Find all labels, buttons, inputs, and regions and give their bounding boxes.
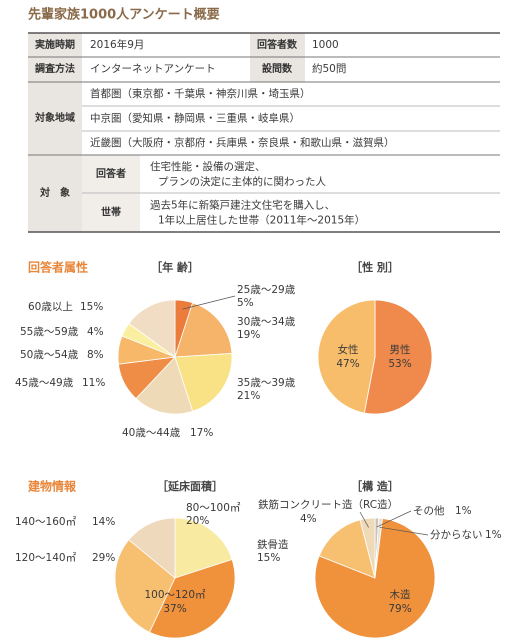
cell-value: 住宅性能・設備の選定、 — [150, 160, 266, 173]
slice-value: 53% — [388, 358, 411, 370]
section-title: 回答者属性 — [28, 260, 88, 275]
slice-value: 15% — [80, 301, 103, 313]
cell-sublabel: 回答者 — [96, 167, 126, 180]
cell-value: 近畿圏（大阪府・京都府・兵庫県・奈良県・和歌山県・滋賀県） — [90, 136, 395, 149]
slice-value: 4% — [300, 513, 317, 525]
slice-value: 29% — [92, 552, 115, 564]
slice-value: 11% — [82, 377, 105, 389]
slice-label: その他 — [413, 504, 445, 517]
slice-label: 30歳～34歳 — [237, 316, 296, 328]
pie-slice — [135, 356, 194, 415]
cell-label: 調査方法 — [35, 62, 75, 75]
slice-label: 100～120㎡ — [144, 589, 206, 601]
cell-value: 中京圏（愛知県・静岡県・三重県・岐阜県） — [90, 112, 300, 125]
slice-value: 1% — [455, 505, 472, 517]
slice-value: 20% — [186, 515, 209, 527]
slice-label: 50歳～54歳 — [20, 349, 79, 361]
pie-slice — [128, 517, 176, 579]
cell-label: 回答者数 — [257, 38, 298, 51]
slice-value: 4% — [87, 326, 104, 338]
table-frame — [28, 32, 500, 233]
slice-label: 鉄筋コンクリート造（RC造） — [258, 498, 398, 511]
pie-slice — [128, 299, 176, 358]
slice-value: 15% — [257, 552, 280, 564]
slice-label: 55歳～59歳 — [20, 326, 79, 338]
cell-value: 約50問 — [312, 62, 346, 75]
cell-label: 実施時期 — [35, 38, 75, 51]
leader-line — [376, 510, 412, 528]
slice-label: 男性 — [390, 343, 411, 356]
slice-label: 140～160㎡ — [15, 516, 77, 528]
cell-value: インターネットアンケート — [90, 63, 216, 75]
slice-value: 17% — [190, 427, 213, 439]
cell-value: 過去5年に新築戸建注文住宅を購入し、 — [150, 199, 335, 212]
cell-value: 2016年9月 — [90, 38, 144, 51]
slice-label: 45歳～49歳 — [15, 377, 74, 389]
slice-value: 14% — [92, 516, 115, 528]
pie-slice — [318, 519, 376, 579]
section-title: 建物情報 — [27, 479, 77, 494]
pie-slice — [114, 539, 176, 633]
cell-label: 対 象 — [39, 186, 70, 199]
page-title: 先輩家族1000人アンケート概要 — [28, 7, 220, 23]
slice-value: 19% — [237, 329, 260, 341]
pie-slice — [148, 558, 236, 639]
slice-label: 80～100㎡ — [186, 502, 241, 514]
cell-label: 対象地域 — [34, 111, 75, 124]
pie-slice — [363, 299, 433, 415]
slice-value: 1% — [485, 529, 502, 541]
leader-line — [182, 295, 236, 310]
slice-label: 60歳以上 — [28, 301, 73, 313]
slice-value: 47% — [336, 358, 359, 370]
chart-title: ［年 齢］ — [151, 260, 199, 274]
pie-slice — [359, 517, 376, 579]
pie-slice — [174, 517, 233, 579]
slice-value: 5% — [237, 297, 254, 309]
slice-value: 8% — [87, 349, 104, 361]
slice-value: 79% — [388, 603, 411, 615]
leader-line — [379, 526, 429, 536]
leader-line — [359, 511, 369, 528]
slice-label: 分からない — [430, 529, 483, 541]
cell-value: プランの決定に主体的に関わった人 — [158, 175, 326, 188]
cell-label: 設問数 — [262, 62, 293, 75]
pie-slice — [174, 352, 233, 412]
slice-label: 120～140㎡ — [15, 552, 77, 564]
pie-slice — [317, 299, 376, 414]
chart-title: ［性 別］ — [351, 260, 399, 274]
cell-value: 首都圏（東京都・千葉県・神奈川県・埼玉県） — [90, 87, 311, 100]
pie-slice — [174, 302, 233, 358]
slice-label: 木造 — [390, 588, 411, 601]
chart-title: ［構 造］ — [351, 479, 399, 493]
chart-title: ［延床面積］ — [157, 479, 223, 493]
slice-label: 鉄骨造 — [257, 538, 289, 551]
cell-value: 1000 — [312, 39, 339, 51]
slice-value: 37% — [163, 603, 186, 615]
slice-label: 女性 — [338, 343, 359, 356]
cell-value: 1年以上居住した世帯（2011年～2015年） — [158, 214, 365, 227]
slice-value: 21% — [237, 390, 260, 402]
cell-sublabel: 世帯 — [101, 206, 121, 219]
slice-label: 35歳～39歳 — [237, 377, 296, 389]
slice-label: 25歳～29歳 — [237, 284, 296, 296]
slice-label: 40歳～44歳 — [122, 427, 181, 439]
